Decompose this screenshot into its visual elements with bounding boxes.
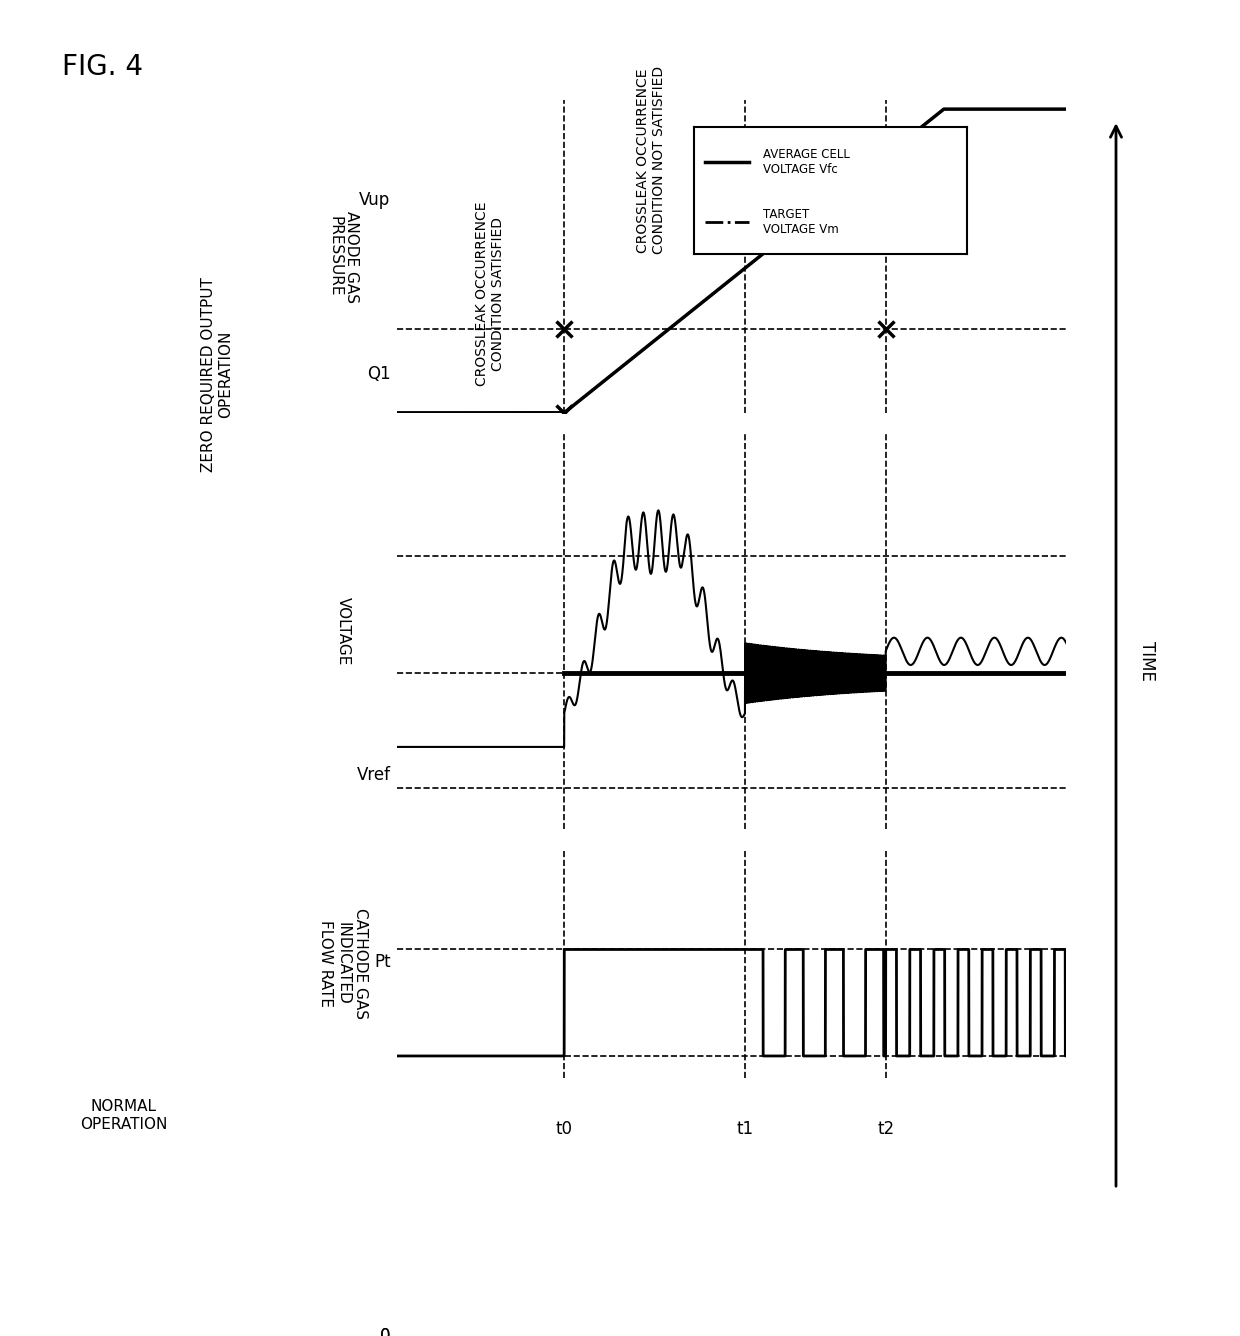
Text: t0: t0: [556, 1121, 573, 1138]
Text: Q1: Q1: [367, 365, 391, 383]
Text: TIME: TIME: [1138, 641, 1156, 681]
Text: 0: 0: [381, 1327, 391, 1336]
Text: CROSSLEAK OCCURRENCE
CONDITION NOT SATISFIED: CROSSLEAK OCCURRENCE CONDITION NOT SATIS…: [636, 67, 666, 254]
Text: NORMAL
OPERATION: NORMAL OPERATION: [81, 1100, 167, 1132]
Text: t2: t2: [877, 1121, 894, 1138]
Text: Pt: Pt: [374, 953, 391, 971]
Text: Vup: Vup: [360, 191, 391, 210]
Text: t1: t1: [737, 1121, 754, 1138]
Text: ANODE GAS
PRESSURE: ANODE GAS PRESSURE: [327, 211, 360, 302]
Text: CATHODE GAS
INDICATED
FLOW RATE: CATHODE GAS INDICATED FLOW RATE: [319, 908, 368, 1019]
Text: CROSSLEAK OCCURRENCE
CONDITION SATISFIED: CROSSLEAK OCCURRENCE CONDITION SATISFIED: [475, 202, 505, 386]
Text: 0: 0: [381, 1327, 391, 1336]
Text: VOLTAGE: VOLTAGE: [336, 597, 351, 665]
Text: TARGET
VOLTAGE Vm: TARGET VOLTAGE Vm: [763, 208, 838, 236]
Text: FIG. 4: FIG. 4: [62, 53, 143, 81]
Text: AVERAGE CELL
VOLTAGE Vfc: AVERAGE CELL VOLTAGE Vfc: [763, 148, 849, 176]
Text: ZERO REQUIRED OUTPUT
OPERATION: ZERO REQUIRED OUTPUT OPERATION: [201, 277, 233, 472]
Text: Vref: Vref: [357, 766, 391, 784]
